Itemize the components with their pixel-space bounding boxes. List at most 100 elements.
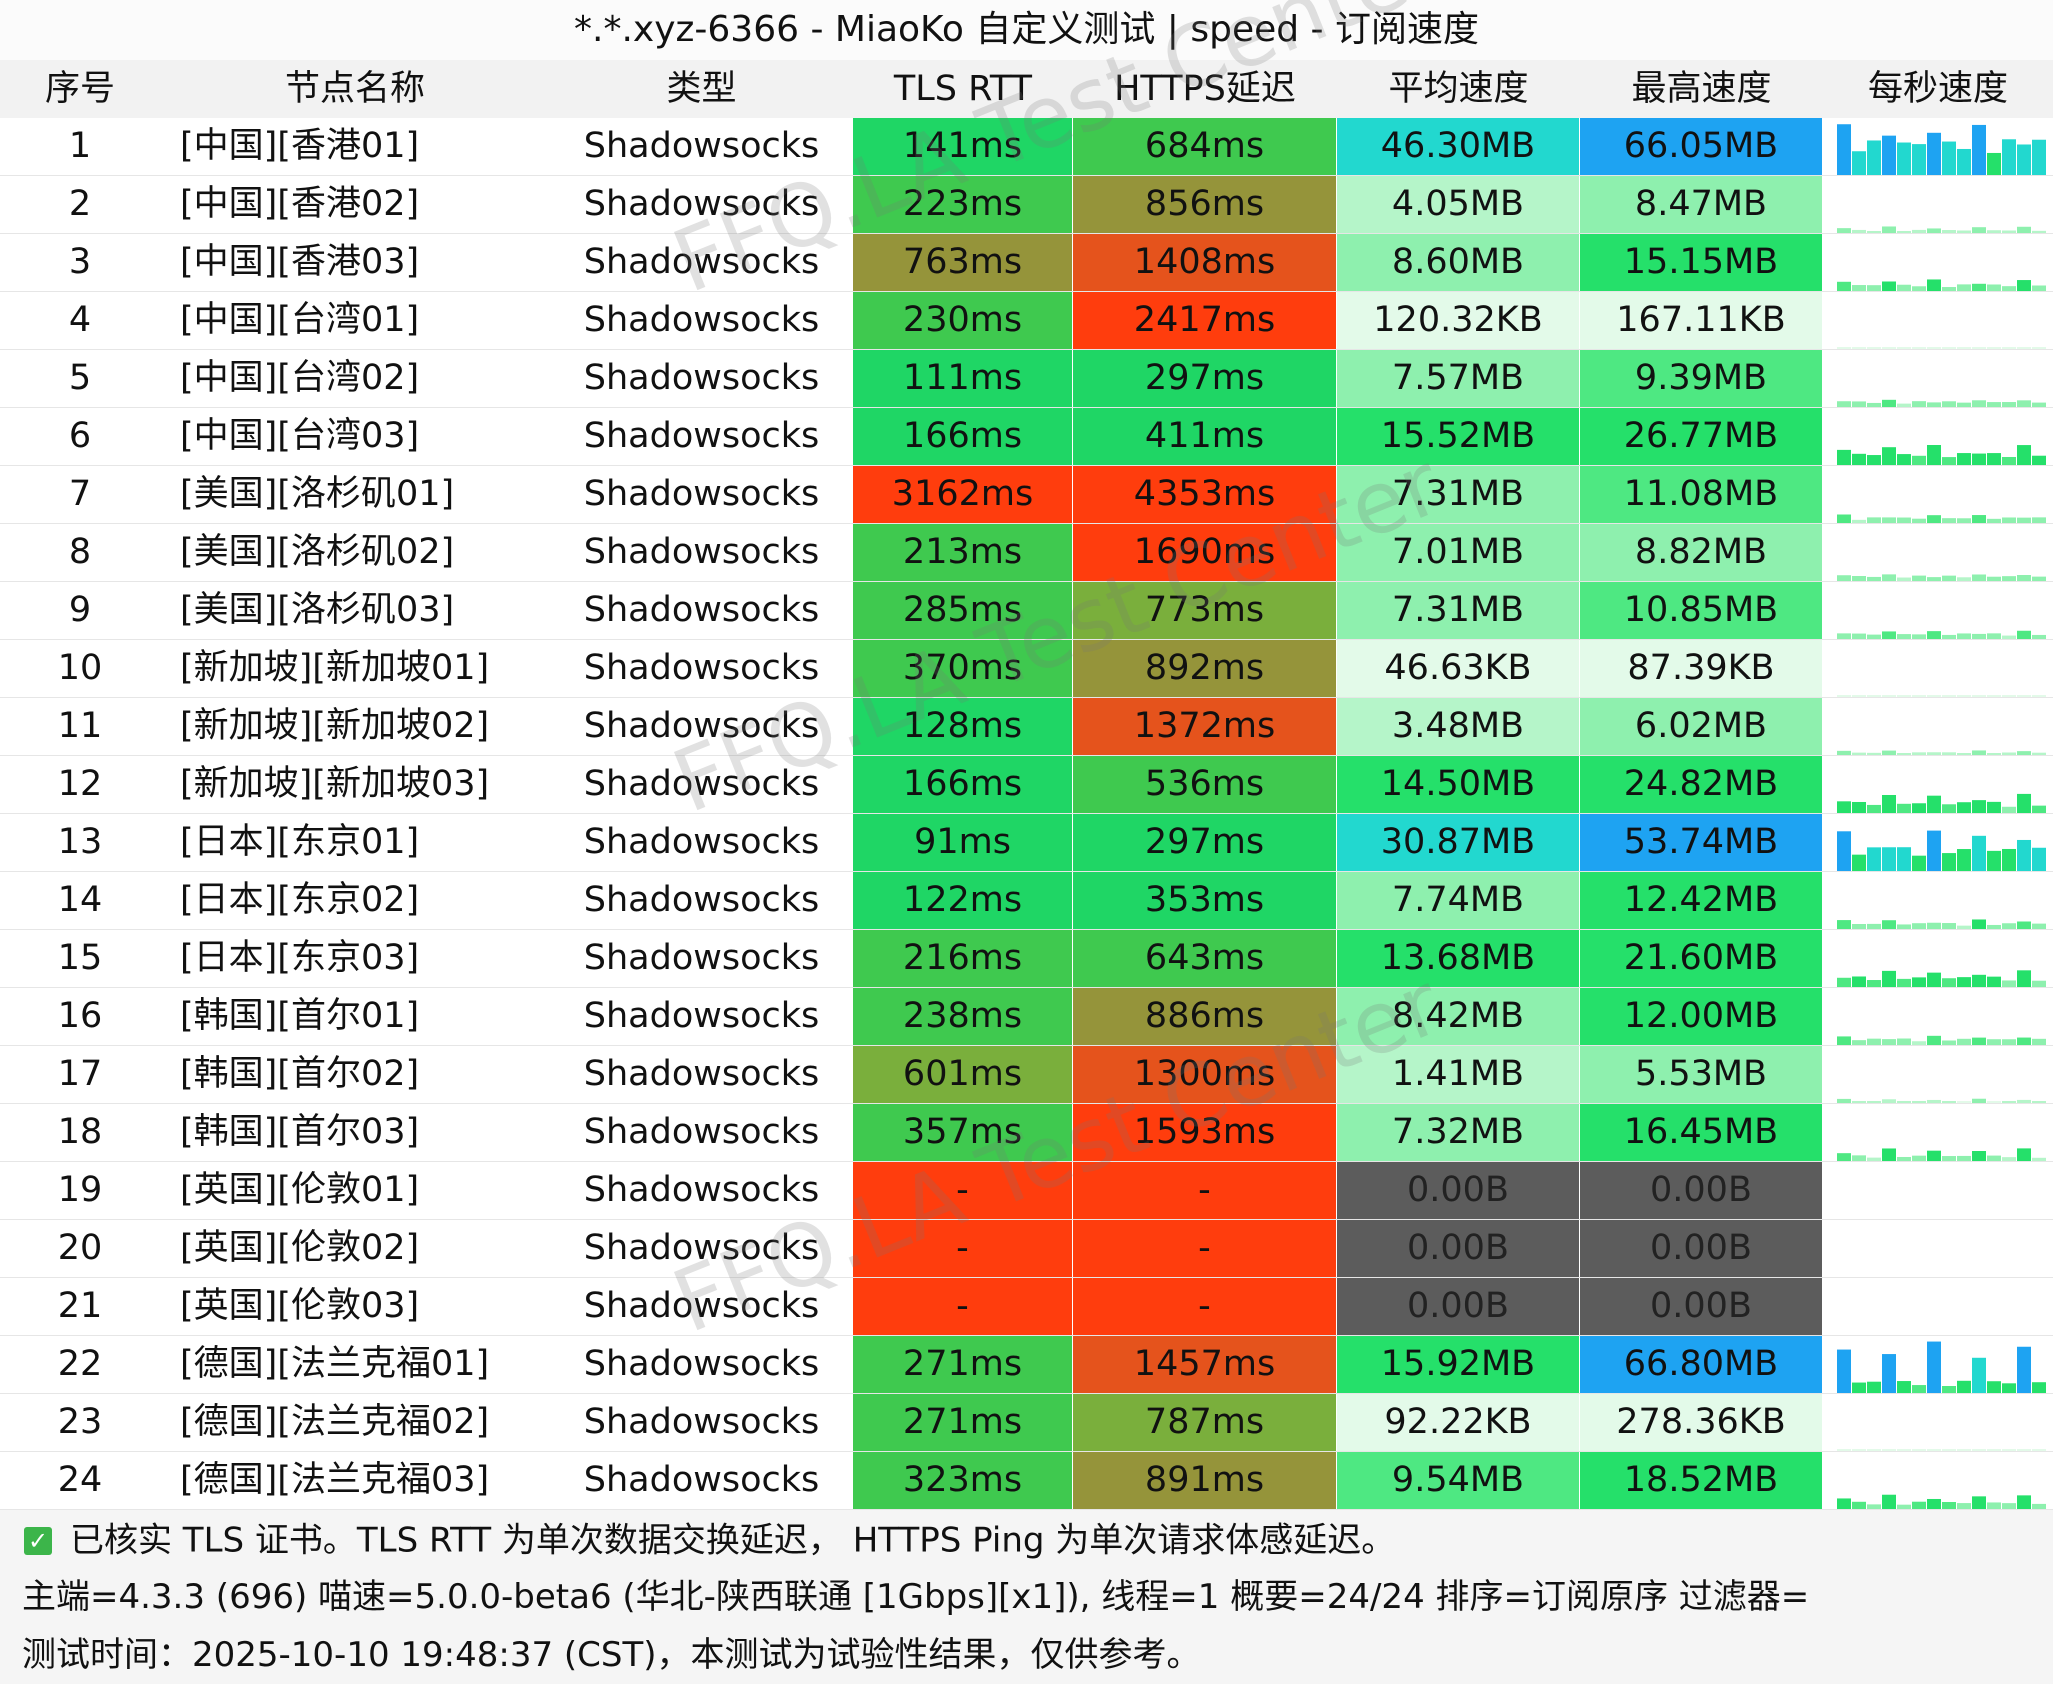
table-row[interactable]: 17 [韩国][首尔02] Shadowsocks 601ms 1300ms 1.41MB… — [0, 1046, 2053, 1104]
per-second-speed-sparkline — [1837, 630, 2046, 639]
row-divider — [0, 407, 2053, 408]
node-name: [德国][法兰克福01] — [180, 1344, 490, 1384]
sparkline-bar — [1912, 401, 1926, 407]
tls-rtt-cell: - — [853, 1278, 1072, 1335]
sparkline-bar — [1882, 750, 1896, 755]
https-latency-cell: 787ms — [1073, 1394, 1336, 1451]
sparkline-bar — [1867, 923, 1881, 929]
sparkline-bar — [1837, 1449, 1851, 1451]
col-header-index[interactable]: 序号 — [44, 69, 115, 109]
tls-rtt-cell: 122ms — [853, 872, 1072, 929]
table-row[interactable]: 22 [德国][法兰克福01] Shadowsocks 271ms 1457ms 15.9… — [0, 1336, 2053, 1394]
node-type: Shadowsocks — [583, 126, 820, 166]
row-divider — [0, 465, 2053, 466]
avg-speed-cell: 13.68MB — [1337, 930, 1579, 987]
sparkline-bar — [1972, 919, 1986, 929]
col-header-tls-rtt[interactable]: TLS RTT — [893, 69, 1033, 109]
col-header-node-name[interactable]: 节点名称 — [284, 69, 425, 109]
table-row[interactable]: 21 [英国][伦敦03] Shadowsocks - -0.00B 0.00B — [0, 1278, 2053, 1336]
node-name: [德国][法兰克福02] — [180, 1402, 490, 1442]
col-header-avg-speed[interactable]: 平均速度 — [1388, 69, 1529, 109]
table-row[interactable]: 8 [美国][洛杉矶02] Shadowsocks 213ms 1690ms 7.01MB… — [0, 524, 2053, 582]
node-name: [日本][东京02] — [180, 880, 420, 920]
sparkline-bar — [1972, 400, 1986, 407]
avg-speed-cell: 7.31MB — [1337, 582, 1579, 639]
table-row[interactable]: 10 [新加坡][新加坡01] Shadowsocks 370ms 892ms 46.63… — [0, 640, 2053, 698]
sparkline-bar — [1942, 141, 1956, 175]
sparkline-bar — [2032, 1101, 2046, 1103]
https-latency-cell: 1690ms — [1073, 524, 1336, 581]
table-row[interactable]: 14 [日本][东京02] Shadowsocks 122ms 353ms 7.74MB 1… — [0, 872, 2053, 930]
col-header-max-speed[interactable]: 最高速度 — [1631, 69, 1772, 109]
https-latency-cell: 886ms — [1073, 988, 1336, 1045]
sparkline-bar — [1987, 518, 2001, 523]
table-row[interactable]: 2 [中国][香港02] Shadowsocks 223ms 856ms 4.05MB 8.… — [0, 176, 2053, 234]
row-divider — [0, 871, 2053, 872]
sparkline-bar — [1852, 695, 1866, 697]
node-type: Shadowsocks — [583, 590, 820, 630]
sparkline-bar — [1942, 1449, 1956, 1451]
https-latency-cell: 536ms — [1073, 756, 1336, 813]
row-index: 17 — [57, 1054, 103, 1094]
table-row[interactable]: 7 [美国][洛杉矶01] Shadowsocks 3162ms 4353ms 7.31M… — [0, 466, 2053, 524]
sparkline-bar — [1987, 976, 2001, 987]
https-latency-cell: 297ms — [1073, 350, 1336, 407]
table-row[interactable]: 6 [中国][台湾03] Shadowsocks 166ms 411ms 15.52MB 2… — [0, 408, 2053, 466]
sparkline-bar — [1987, 695, 2001, 697]
sparkline-bar — [1837, 920, 1851, 929]
table-row[interactable]: 12 [新加坡][新加坡03] Shadowsocks 166ms 536ms 14.50… — [0, 756, 2053, 814]
table-row[interactable]: 18 [韩国][首尔03] Shadowsocks 357ms 1593ms 7.32MB… — [0, 1104, 2053, 1162]
sparkline-bar — [1987, 753, 2001, 755]
col-header-per-second-speed[interactable]: 每秒速度 — [1867, 69, 2008, 109]
per-second-speed-sparkline — [1837, 695, 2046, 697]
sparkline-bar — [1897, 231, 1911, 233]
sparkline-bar — [2002, 1039, 2016, 1045]
per-second-speed-sparkline — [1823, 1220, 2053, 1277]
sparkline-bar — [1882, 281, 1896, 291]
avg-speed-cell: 120.32KB — [1337, 292, 1579, 349]
sparkline-bar — [1897, 1449, 1911, 1451]
table-row[interactable]: 4 [中国][台湾01] Shadowsocks 230ms 2417ms 120.32K… — [0, 292, 2053, 350]
sparkline-bar — [1987, 1039, 2001, 1045]
row-divider — [0, 175, 2053, 176]
sparkline-bar — [1927, 631, 1941, 639]
tls-rtt-cell: 601ms — [853, 1046, 1072, 1103]
sparkline-bar — [1927, 972, 1941, 987]
sparkline-bar — [1987, 576, 2001, 581]
table-row[interactable]: 15 [日本][东京03] Shadowsocks 216ms 643ms 13.68MB… — [0, 930, 2053, 988]
tls-rtt-cell: 238ms — [853, 988, 1072, 1045]
sparkline-bar — [1837, 695, 1851, 697]
table-row[interactable]: 9 [美国][洛杉矶03] Shadowsocks 285ms 773ms 7.31MB 1… — [0, 582, 2053, 640]
per-second-speed-sparkline — [1837, 347, 2046, 349]
sparkline-bar — [1882, 1039, 1896, 1045]
avg-speed-cell: 92.22KB — [1337, 1394, 1579, 1451]
avg-speed-cell: 7.74MB — [1337, 872, 1579, 929]
sparkline-bar — [2032, 1449, 2046, 1451]
table-row[interactable]: 23 [德国][法兰克福02] Shadowsocks 271ms 787ms 92.22… — [0, 1394, 2053, 1452]
tls-rtt-cell: 230ms — [853, 292, 1072, 349]
sparkline-bar — [1882, 447, 1896, 465]
col-header-https-latency[interactable]: HTTPS延迟 — [1114, 69, 1296, 109]
table-row[interactable]: 20 [英国][伦敦02] Shadowsocks - -0.00B 0.00B — [0, 1220, 2053, 1278]
col-header-type[interactable]: 类型 — [666, 69, 737, 109]
table-row[interactable]: 1 [中国][香港01] Shadowsocks 141ms 684ms 46.30MB 6… — [0, 118, 2053, 176]
sparkline-bar — [2032, 1038, 2046, 1045]
sparkline-bar — [1912, 144, 1926, 175]
table-row[interactable]: 5 [中国][台湾02] Shadowsocks 111ms 297ms 7.57MB 9.… — [0, 350, 2053, 408]
sparkline-bar — [2032, 347, 2046, 349]
table-row[interactable]: 13 [日本][东京01] Shadowsocks 91ms 297ms 30.87MB 5… — [0, 814, 2053, 872]
table-row[interactable]: 3 [中国][香港03] Shadowsocks 763ms 1408ms 8.60MB 1… — [0, 234, 2053, 292]
table-row[interactable]: 11 [新加坡][新加坡02] Shadowsocks 128ms 1372ms 3.48… — [0, 698, 2053, 756]
node-type: Shadowsocks — [583, 474, 820, 514]
table-row[interactable]: 24 [德国][法兰克福03] Shadowsocks 323ms 891ms 9.54M… — [0, 1452, 2053, 1510]
node-name: [美国][洛杉矶03] — [180, 590, 455, 630]
node-type: Shadowsocks — [583, 648, 820, 688]
sparkline-bar — [2032, 1503, 2046, 1509]
sparkline-bar — [1957, 1503, 1971, 1509]
node-type: Shadowsocks — [583, 1054, 820, 1094]
sparkline-bar — [1927, 922, 1941, 929]
node-name: [韩国][首尔02] — [180, 1054, 420, 1094]
node-name: [中国][香港03] — [180, 242, 420, 282]
table-row[interactable]: 19 [英国][伦敦01] Shadowsocks - -0.00B 0.00B — [0, 1162, 2053, 1220]
table-row[interactable]: 16 [韩国][首尔01] Shadowsocks 238ms 886ms 8.42MB 1… — [0, 988, 2053, 1046]
